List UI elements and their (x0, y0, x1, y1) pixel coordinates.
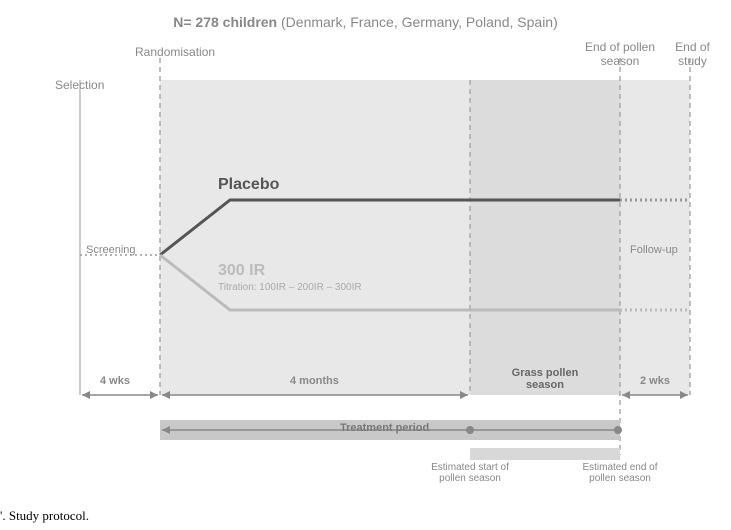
label-4months: 4 months (290, 375, 339, 387)
treatment-period-dot-end (614, 426, 622, 434)
label-titration: Titration: 100IR – 200IR – 300IR (218, 282, 362, 293)
caption-number: '. (0, 508, 6, 523)
label-end-study: End of study (665, 40, 720, 68)
label-est-end: Estimated end of pollen season (570, 462, 670, 484)
label-screening: Screening (86, 244, 136, 256)
label-placebo: Placebo (218, 176, 279, 194)
label-treatment-period: Treatment period (340, 422, 429, 434)
bg-pollen-mid (470, 80, 620, 395)
caption-text: Study protocol. (9, 508, 89, 523)
label-selection: Selection (55, 78, 104, 92)
treatment-period-dot-mid (466, 426, 474, 434)
protocol-diagram (0, 0, 731, 530)
arrow-4wks-right (150, 391, 158, 399)
arrow-4wks-left (82, 391, 90, 399)
label-300ir: 300 IR (218, 262, 265, 280)
label-est-start: Estimated start of pollen season (420, 462, 520, 484)
label-followup: Follow-up (630, 244, 678, 256)
label-randomisation: Randomisation (135, 45, 215, 59)
estimated-season-bar (470, 448, 620, 460)
label-2wks: 2 wks (640, 375, 670, 387)
label-end-pollen: End of pollen season (575, 40, 665, 68)
label-grass-pollen: Grass pollen season (500, 367, 590, 391)
label-4wks: 4 wks (100, 375, 130, 387)
figure-caption: '. Study protocol. (0, 508, 89, 524)
